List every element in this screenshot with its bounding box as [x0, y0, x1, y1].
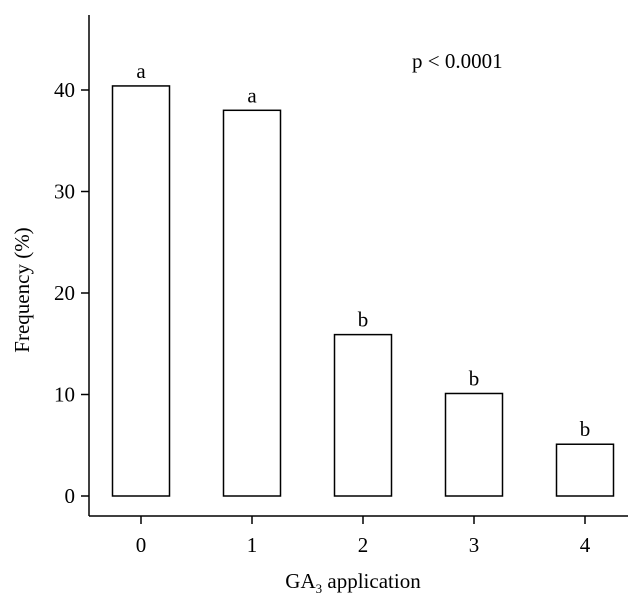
bar-4 [555, 443, 615, 497]
x-axis-title-subscript: 3 [316, 581, 323, 596]
bars-group [111, 85, 615, 497]
x-tick-label: 1 [247, 533, 258, 557]
bar-significance-label: b [580, 417, 591, 441]
bar-significance-label: b [358, 308, 369, 332]
bar-labels-group: a a b b b [136, 59, 590, 441]
x-axis-title-suffix: application [322, 569, 421, 593]
x-tick-label: 0 [136, 533, 147, 557]
x-axis-title-main: GA [285, 569, 316, 593]
y-axis-title: Frequency (%) [10, 227, 34, 352]
x-axis-title: GA3 application [285, 569, 421, 596]
x-tick-label: 2 [358, 533, 369, 557]
bar-significance-label: b [469, 366, 480, 390]
bar-2 [333, 333, 393, 497]
y-tick-label: 20 [54, 281, 75, 305]
bar-3 [444, 392, 504, 497]
bar-significance-label: a [136, 59, 146, 83]
x-tick-label: 4 [580, 533, 591, 557]
y-tick-label: 10 [54, 383, 75, 407]
x-axis: 0 1 2 3 4 [89, 515, 628, 557]
bar-significance-label: a [247, 83, 257, 107]
y-tick-label: 40 [54, 78, 75, 102]
bar-1 [222, 109, 282, 497]
y-tick-label: 0 [65, 484, 76, 508]
x-tick-label: 3 [469, 533, 480, 557]
y-tick-label: 30 [54, 180, 75, 204]
y-axis: 0 10 20 30 40 [54, 15, 90, 516]
bar-0 [111, 85, 171, 497]
p-value-annotation: p < 0.0001 [412, 49, 503, 73]
